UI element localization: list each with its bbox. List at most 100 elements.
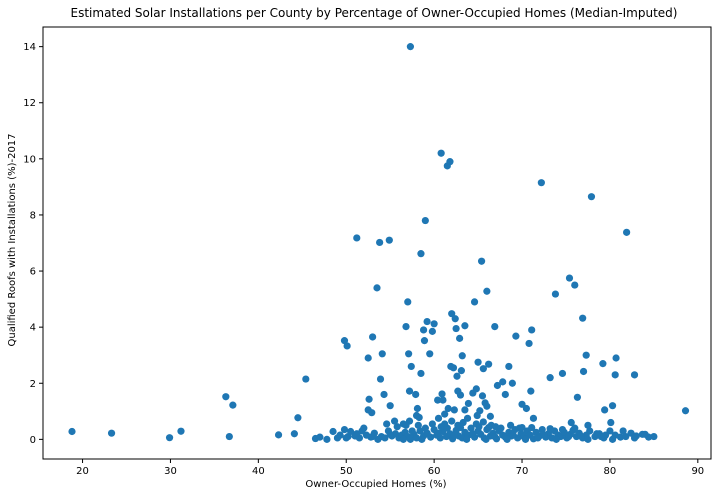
scatter-point xyxy=(584,435,592,443)
scatter-point xyxy=(464,399,473,408)
scatter-point xyxy=(601,406,609,414)
scatter-point xyxy=(446,158,454,166)
scatter-point xyxy=(507,421,515,429)
scatter-point xyxy=(630,434,639,442)
scatter-point xyxy=(369,333,377,341)
scatter-point xyxy=(385,236,393,244)
scatter-point xyxy=(405,350,413,358)
scatter-point xyxy=(499,378,507,386)
scatter-point xyxy=(577,432,585,440)
scatter-point xyxy=(399,420,407,428)
scatter-point xyxy=(579,367,588,376)
y-axis-ticks: 0 2 4 6 8 10 12 14 xyxy=(23,42,43,446)
scatter-point xyxy=(177,427,185,435)
scatter-point xyxy=(393,423,401,431)
scatter-point xyxy=(302,375,310,383)
scatter-point xyxy=(381,434,389,442)
scatter-point xyxy=(522,404,531,413)
scatter-point xyxy=(408,427,416,435)
scatter-point xyxy=(551,290,560,298)
scatter-point xyxy=(347,427,355,436)
scatter-point xyxy=(681,407,690,415)
scatter-point xyxy=(383,420,391,428)
x-tick-label: 60 xyxy=(428,466,441,477)
y-tick-label: 2 xyxy=(30,379,36,390)
scatter-point xyxy=(486,412,494,420)
scatter-point xyxy=(107,429,116,437)
scatter-point xyxy=(474,358,482,366)
scatter-point xyxy=(552,435,560,443)
scatter-point xyxy=(565,432,573,441)
scatter-point xyxy=(509,431,517,439)
scatter-point xyxy=(376,375,385,383)
scatter-point xyxy=(538,425,546,434)
scatter-point xyxy=(461,322,469,330)
scatter-point xyxy=(428,327,436,335)
scatter-point xyxy=(340,425,349,434)
x-tick-label: 70 xyxy=(516,466,529,477)
scatter-point xyxy=(508,379,516,387)
scatter-point xyxy=(413,404,422,413)
scatter-point xyxy=(421,424,429,432)
scatter-point xyxy=(586,427,594,435)
scatter-point xyxy=(456,334,464,342)
scatter-point xyxy=(472,385,480,393)
scatter-point xyxy=(622,432,630,441)
scatter-point xyxy=(587,193,596,201)
scatter-point xyxy=(584,421,592,429)
scatter-point xyxy=(607,418,615,427)
scatter-point xyxy=(479,365,487,373)
scatter-point xyxy=(582,351,590,359)
scatter-point xyxy=(529,414,538,422)
scatter-point xyxy=(453,372,461,380)
scatter-point xyxy=(426,350,434,358)
scatter-point xyxy=(369,432,377,441)
points-layer xyxy=(68,43,690,443)
scatter-point xyxy=(491,432,499,441)
scatter-point xyxy=(630,371,639,379)
scatter-point xyxy=(407,362,415,371)
scatter-point xyxy=(571,281,579,289)
scatter-point xyxy=(405,387,414,395)
y-axis-label: Qualified Roofs with Installations (%)-2… xyxy=(7,133,18,346)
x-axis-label: Owner-Occupied Homes (%) xyxy=(305,479,446,490)
scatter-point xyxy=(412,390,420,399)
scatter-point xyxy=(461,406,469,414)
scatter-point xyxy=(380,390,388,399)
scatter-point xyxy=(527,387,535,395)
scatter-point xyxy=(463,414,472,422)
scatter-point xyxy=(456,391,465,399)
scatter-point xyxy=(571,424,579,432)
scatter-point xyxy=(368,409,376,417)
scatter-point xyxy=(608,435,617,443)
scatter-point xyxy=(434,414,443,422)
scatter-point xyxy=(404,298,412,306)
scatter-point xyxy=(342,434,350,442)
scatter-point xyxy=(540,431,548,439)
scatter-point xyxy=(439,396,447,404)
scatter-point xyxy=(386,430,394,438)
scatter-point xyxy=(467,424,475,432)
scatter-point xyxy=(501,390,509,399)
scatter-point xyxy=(418,435,426,443)
scatter-point xyxy=(444,404,452,413)
scatter-point xyxy=(454,421,462,429)
scatter-point xyxy=(479,418,487,426)
scatter-point xyxy=(373,284,381,292)
x-tick-label: 20 xyxy=(76,466,89,477)
scatter-point xyxy=(428,420,436,428)
scatter-point xyxy=(477,257,486,265)
scatter-point xyxy=(483,402,491,410)
scatter-point xyxy=(503,435,511,443)
scatter-point xyxy=(492,423,500,431)
scatter-point xyxy=(476,407,484,415)
scatter-point xyxy=(478,392,487,400)
y-tick-label: 14 xyxy=(23,42,36,53)
scatter-point xyxy=(452,324,460,333)
scatter-point xyxy=(565,274,574,282)
scatter-point xyxy=(437,423,445,431)
scatter-point xyxy=(458,352,466,360)
scatter-point xyxy=(482,435,490,443)
plot-frame xyxy=(42,26,712,460)
